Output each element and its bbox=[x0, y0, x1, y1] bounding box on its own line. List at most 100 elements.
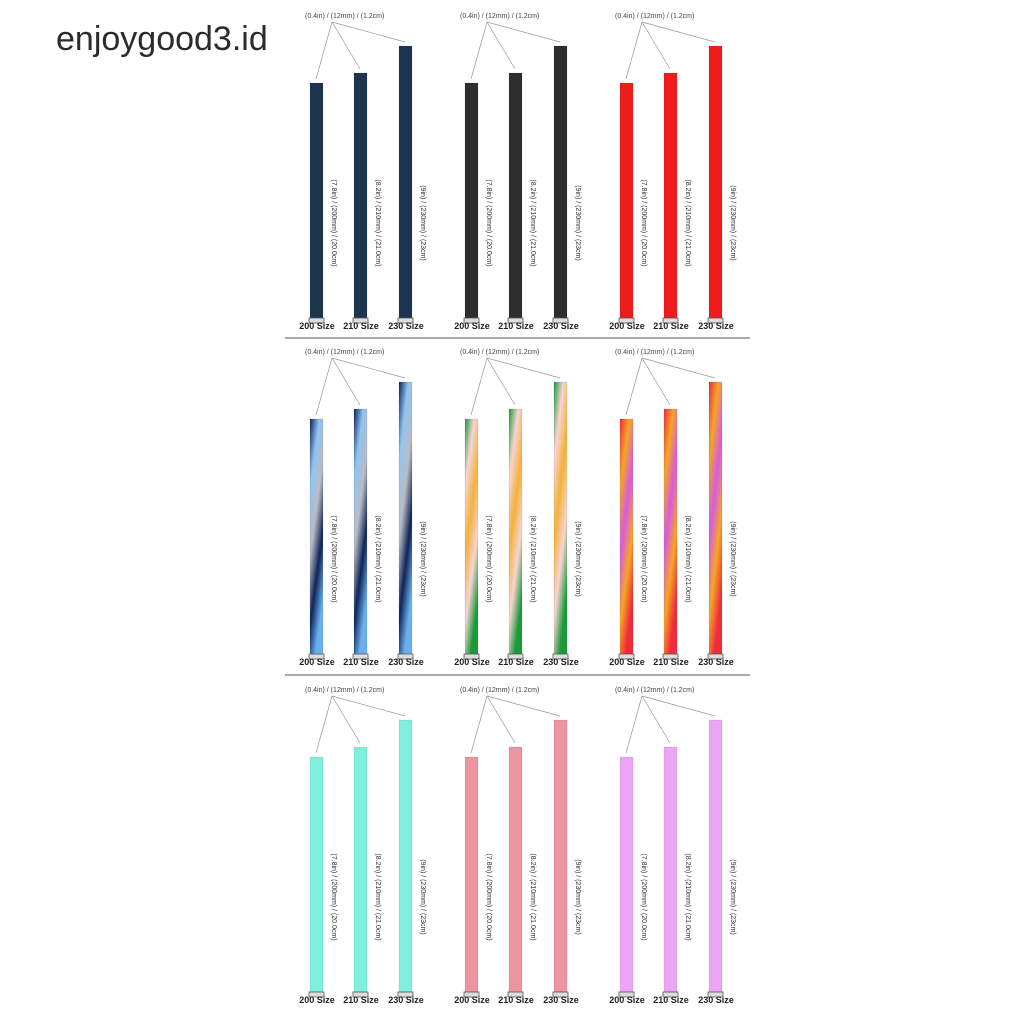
buckle bbox=[507, 991, 524, 998]
strap bbox=[309, 418, 324, 657]
width-label: (0.4in) / (12mm) / (1.2cm) bbox=[305, 687, 384, 694]
size-label: 200 Size bbox=[609, 321, 645, 331]
arrow bbox=[315, 695, 333, 754]
strap bbox=[708, 45, 723, 321]
strap bbox=[663, 746, 678, 995]
strap bbox=[398, 45, 413, 321]
length-label: (9in) / (230mm) / (23cm) bbox=[574, 185, 581, 260]
strap bbox=[619, 756, 634, 995]
width-label: (0.4in) / (12mm) / (1.2cm) bbox=[615, 13, 694, 20]
buckle bbox=[352, 317, 369, 324]
length-label: (9in) / (230mm) / (23cm) bbox=[419, 521, 426, 596]
arrow bbox=[641, 357, 671, 406]
size-label: 210 Size bbox=[498, 657, 534, 667]
strap bbox=[663, 408, 678, 657]
arrow bbox=[486, 21, 516, 70]
arrow bbox=[486, 695, 516, 744]
arrow bbox=[625, 357, 643, 416]
length-label: (8.2in) / (210mm) / (21.0cm) bbox=[374, 853, 381, 940]
strap bbox=[464, 82, 479, 321]
length-label: (7.8in) / (200mm) / (20.0cm) bbox=[640, 179, 647, 266]
buckle bbox=[707, 991, 724, 998]
width-label: (0.4in) / (12mm) / (1.2cm) bbox=[615, 349, 694, 356]
length-label: (9in) / (230mm) / (23cm) bbox=[419, 185, 426, 260]
length-label: (8.2in) / (210mm) / (21.0cm) bbox=[374, 515, 381, 602]
size-label: 230 Size bbox=[543, 995, 579, 1005]
strap bbox=[464, 418, 479, 657]
length-label: (9in) / (230mm) / (23cm) bbox=[574, 859, 581, 934]
size-label: 230 Size bbox=[388, 657, 424, 667]
strap bbox=[508, 746, 523, 995]
strap bbox=[464, 756, 479, 995]
strap bbox=[353, 72, 368, 321]
buckle bbox=[308, 653, 325, 660]
buckle bbox=[662, 653, 679, 660]
strap bbox=[619, 82, 634, 321]
arrow bbox=[331, 21, 406, 43]
arrow bbox=[315, 357, 333, 416]
arrow bbox=[641, 695, 716, 717]
arrow bbox=[331, 695, 361, 744]
size-label: 200 Size bbox=[454, 321, 490, 331]
length-label: (9in) / (230mm) / (23cm) bbox=[574, 521, 581, 596]
length-label: (9in) / (230mm) / (23cm) bbox=[729, 521, 736, 596]
buckle bbox=[463, 653, 480, 660]
strap bbox=[553, 381, 568, 657]
buckle bbox=[662, 991, 679, 998]
length-label: (8.2in) / (210mm) / (21.0cm) bbox=[684, 515, 691, 602]
size-label: 230 Size bbox=[388, 995, 424, 1005]
arrow bbox=[315, 21, 333, 80]
arrow bbox=[641, 21, 671, 70]
arrow bbox=[331, 357, 406, 379]
buckle bbox=[552, 991, 569, 998]
buckle bbox=[463, 991, 480, 998]
size-label: 200 Size bbox=[299, 995, 335, 1005]
width-label: (0.4in) / (12mm) / (1.2cm) bbox=[460, 349, 539, 356]
size-label: 230 Size bbox=[388, 321, 424, 331]
length-label: (8.2in) / (210mm) / (21.0cm) bbox=[374, 179, 381, 266]
length-label: (7.8in) / (200mm) / (20.0cm) bbox=[330, 179, 337, 266]
arrow bbox=[641, 695, 671, 744]
watermark: enjoygood3.id bbox=[56, 20, 268, 58]
size-label: 230 Size bbox=[698, 995, 734, 1005]
length-label: (7.8in) / (200mm) / (20.0cm) bbox=[640, 515, 647, 602]
strap bbox=[353, 746, 368, 995]
strap bbox=[663, 72, 678, 321]
size-label: 210 Size bbox=[653, 657, 689, 667]
length-label: (8.2in) / (210mm) / (21.0cm) bbox=[529, 515, 536, 602]
length-label: (7.8in) / (200mm) / (20.0cm) bbox=[485, 515, 492, 602]
arrow bbox=[331, 357, 361, 406]
length-label: (9in) / (230mm) / (23cm) bbox=[729, 185, 736, 260]
length-label: (8.2in) / (210mm) / (21.0cm) bbox=[684, 179, 691, 266]
strap bbox=[553, 45, 568, 321]
width-label: (0.4in) / (12mm) / (1.2cm) bbox=[460, 687, 539, 694]
buckle bbox=[308, 991, 325, 998]
strap bbox=[553, 719, 568, 995]
strap bbox=[353, 408, 368, 657]
size-label: 230 Size bbox=[543, 657, 579, 667]
arrow bbox=[331, 695, 406, 717]
arrow bbox=[486, 21, 561, 43]
arrow bbox=[470, 21, 488, 80]
buckle bbox=[352, 653, 369, 660]
length-label: (8.2in) / (210mm) / (21.0cm) bbox=[529, 179, 536, 266]
length-label: (9in) / (230mm) / (23cm) bbox=[419, 859, 426, 934]
size-label: 230 Size bbox=[698, 321, 734, 331]
size-label: 230 Size bbox=[543, 321, 579, 331]
buckle bbox=[552, 317, 569, 324]
arrow bbox=[470, 357, 488, 416]
width-label: (0.4in) / (12mm) / (1.2cm) bbox=[460, 13, 539, 20]
length-label: (7.8in) / (200mm) / (20.0cm) bbox=[485, 179, 492, 266]
strap bbox=[309, 756, 324, 995]
buckle bbox=[507, 653, 524, 660]
width-label: (0.4in) / (12mm) / (1.2cm) bbox=[615, 687, 694, 694]
length-label: (7.8in) / (200mm) / (20.0cm) bbox=[485, 853, 492, 940]
arrow bbox=[625, 21, 643, 80]
length-label: (8.2in) / (210mm) / (21.0cm) bbox=[684, 853, 691, 940]
buckle bbox=[618, 991, 635, 998]
buckle bbox=[507, 317, 524, 324]
arrow bbox=[641, 357, 716, 379]
buckle bbox=[552, 653, 569, 660]
buckle bbox=[707, 653, 724, 660]
